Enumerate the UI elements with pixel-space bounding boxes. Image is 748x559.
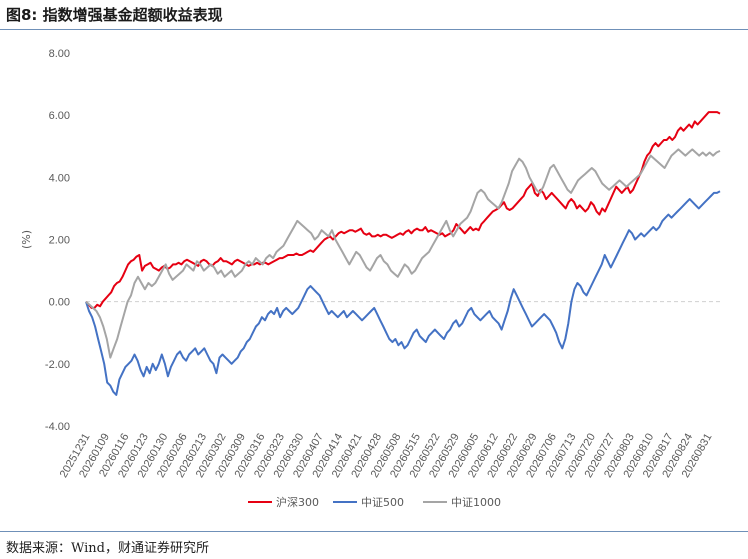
y-tick-label: 8.00 [49,48,70,60]
line-chart: 8.00 6.00 4.00 2.00 0.00 -2.00 -4.00 (%) 20251… [20,48,721,509]
y-tick-label: 4.00 [49,172,70,184]
x-axis: 2025123120260109202601162026012320260130… [58,432,715,480]
legend: 沪深300 中证500 中证1000 [248,495,501,509]
legend-label: 中证1000 [451,496,501,509]
legend-label: 中证500 [361,496,404,509]
series-line-1 [85,190,721,396]
y-axis: 8.00 6.00 4.00 2.00 0.00 -2.00 -4.00 [45,48,70,433]
y-tick-label: -2.00 [45,359,70,371]
y-tick-label: 6.00 [49,110,70,122]
legend-label: 沪深300 [276,495,319,509]
y-tick-label: 2.00 [49,235,70,247]
y-axis-label: (%) [20,230,33,249]
series-line-2 [85,148,721,359]
series-group [85,111,721,396]
source-note: 数据来源：Wind，财通证券研究所 [6,541,209,556]
series-line-0 [85,111,721,309]
y-tick-label: -4.00 [45,421,70,433]
title-rule [0,29,748,30]
y-tick-label: 0.00 [49,297,70,309]
figure-title: 图8: 指数增强基金超额收益表现 [6,6,223,24]
source-rule [0,531,748,532]
